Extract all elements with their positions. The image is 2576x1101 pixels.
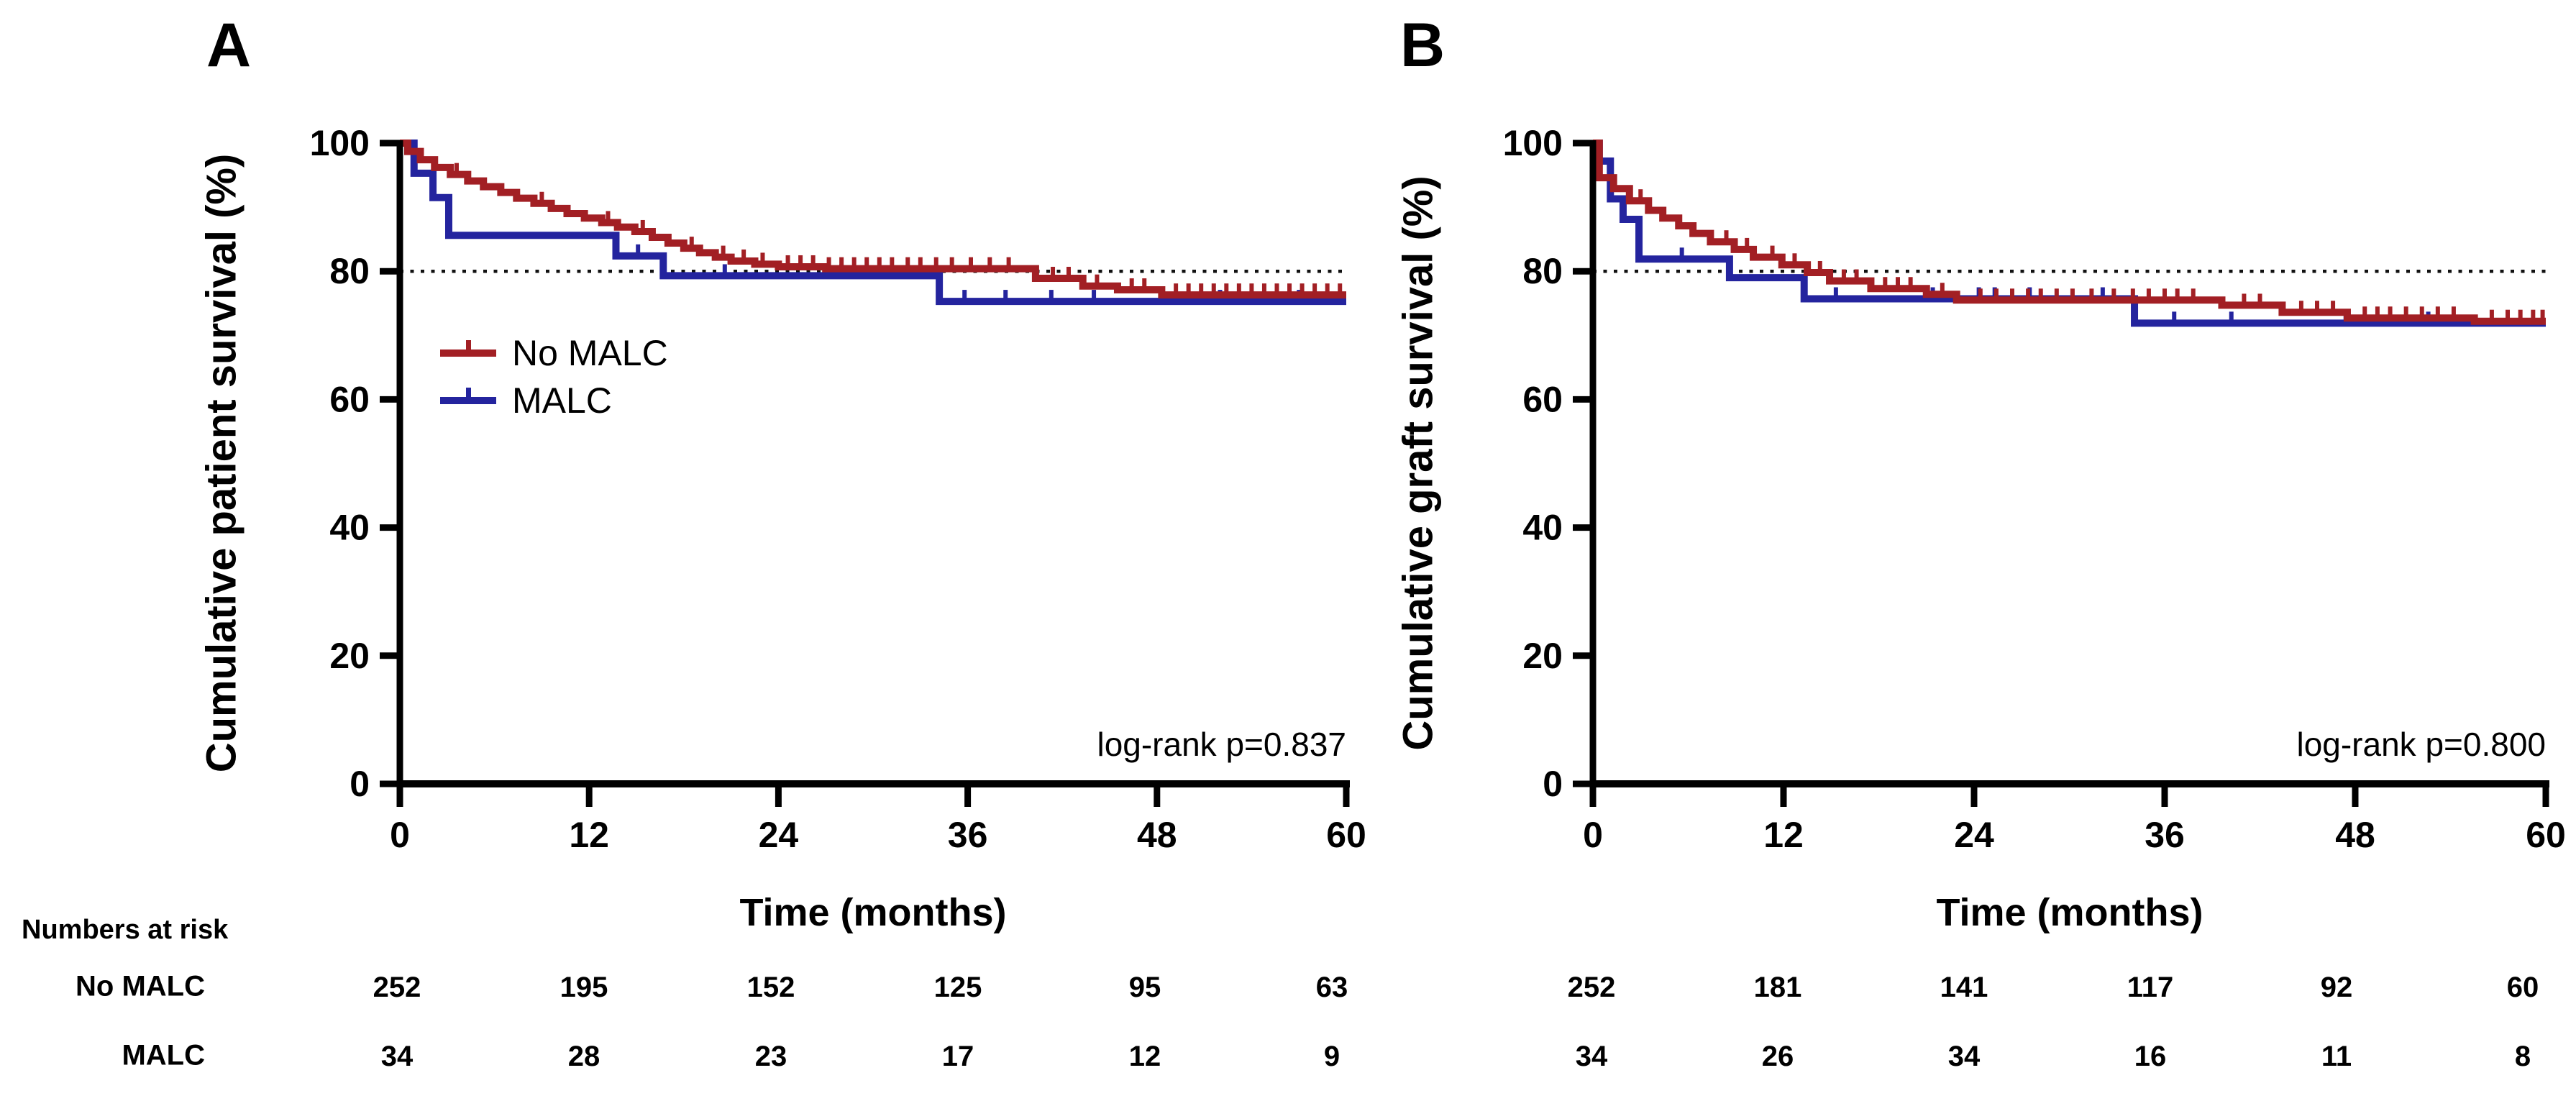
risk-count-malc-t60-panel-B: 8 [2515, 1041, 2531, 1072]
x-tick-label-24-panel-B: 24 [1954, 815, 1994, 855]
legend-item-no-malc: No MALC [440, 329, 668, 377]
y-tick-label-80-panel-B: 80 [1522, 251, 1563, 291]
malc-line-symbol [440, 388, 496, 404]
x-tick-label-0-panel-A: 0 [390, 815, 410, 855]
risk-count-malc-t0-panel-A: 34 [381, 1041, 414, 1072]
x-tick-label-48-panel-B: 48 [2335, 815, 2375, 855]
risk-count-malc-t48-panel-B: 11 [2321, 1041, 2352, 1072]
risk-count-no-malc-t36-panel-B: 117 [2127, 972, 2174, 1003]
risk-table-header: Numbers at risk [22, 915, 229, 945]
panel-b-letter: B [1400, 11, 1445, 80]
risk-count-malc-t24-panel-B: 34 [1948, 1041, 1981, 1072]
risk-count-malc-t60-panel-A: 9 [1324, 1041, 1340, 1072]
risk-count-malc-t12-panel-B: 26 [1762, 1041, 1794, 1072]
x-tick-label-36-panel-A: 36 [948, 815, 988, 855]
legend-label-no-malc: No MALC [512, 333, 668, 373]
risk-row-label-malc: MALC [122, 1039, 205, 1072]
risk-count-no-malc-t0-panel-A: 252 [373, 972, 421, 1003]
y-tick-label-60-panel-B: 60 [1522, 379, 1563, 419]
x-tick-label-48-panel-A: 48 [1137, 815, 1177, 855]
x-tick-label-12-panel-B: 12 [1763, 815, 1804, 855]
logrank-p-annotation-a: log-rank p=0.837 [1097, 726, 1346, 763]
risk-count-malc-t12-panel-A: 28 [568, 1041, 600, 1072]
x-tick-label-60-panel-A: 60 [1326, 815, 1366, 855]
km-curve-malc-panel-A [400, 140, 1346, 306]
y-tick-label-100-panel-B: 100 [1503, 123, 1563, 163]
legend-item-malc: MALC [440, 377, 668, 424]
legend-label-malc: MALC [512, 380, 612, 421]
km-curve-no-malc-panel-B [1593, 140, 2546, 325]
risk-count-malc-t0-panel-B: 34 [1576, 1041, 1608, 1072]
y-tick-label-100-panel-A: 100 [310, 123, 370, 163]
panel-a-letter: A [206, 11, 252, 80]
risk-count-no-malc-t12-panel-A: 195 [560, 972, 608, 1003]
censor-tick-icon [466, 340, 471, 351]
risk-count-no-malc-t36-panel-A: 125 [934, 972, 982, 1003]
risk-count-malc-t36-panel-A: 17 [942, 1041, 974, 1072]
y-tick-label-0-panel-B: 0 [1543, 764, 1563, 804]
risk-count-no-malc-t48-panel-A: 95 [1129, 972, 1161, 1003]
km-curve-malc-panel-B [1593, 140, 2546, 327]
x-tick-label-0-panel-B: 0 [1583, 815, 1603, 855]
y-tick-label-0-panel-A: 0 [350, 764, 370, 804]
y-tick-label-40-panel-B: 40 [1522, 508, 1563, 548]
risk-row-label-no-malc: No MALC [76, 970, 205, 1002]
y-axis-title-graft-survival: Cumulative graft survival (%) [1394, 175, 1442, 751]
x-tick-label-36-panel-B: 36 [2145, 815, 2185, 855]
legend: No MALC MALC [440, 329, 668, 424]
logrank-p-annotation-b: log-rank p=0.800 [2296, 726, 2546, 763]
risk-count-malc-t48-panel-A: 12 [1129, 1041, 1161, 1072]
x-tick-label-60-panel-B: 60 [2526, 815, 2566, 855]
x-tick-label-12-panel-A: 12 [569, 815, 609, 855]
risk-count-malc-t24-panel-A: 23 [755, 1041, 787, 1072]
risk-count-no-malc-t12-panel-B: 181 [1754, 972, 1802, 1003]
censor-tick-icon [466, 388, 471, 398]
x-axis-title-a: Time (months) [739, 891, 1007, 934]
y-axis-title-patient-survival: Cumulative patient survival (%) [198, 153, 245, 773]
risk-count-no-malc-t60-panel-B: 60 [2507, 972, 2539, 1003]
risk-count-no-malc-t48-panel-B: 92 [2321, 972, 2353, 1003]
x-tick-label-24-panel-A: 24 [759, 815, 799, 855]
y-tick-label-80-panel-A: 80 [329, 251, 370, 291]
risk-count-no-malc-t0-panel-B: 252 [1568, 972, 1616, 1003]
risk-count-no-malc-t60-panel-A: 63 [1316, 972, 1348, 1003]
y-tick-label-20-panel-B: 20 [1522, 636, 1563, 676]
risk-count-malc-t36-panel-B: 16 [2134, 1041, 2167, 1072]
y-tick-label-40-panel-A: 40 [329, 508, 370, 548]
x-axis-title-b: Time (months) [1936, 891, 2203, 934]
km-curve-no-malc-panel-A [400, 140, 1346, 299]
risk-count-no-malc-t24-panel-A: 152 [747, 972, 795, 1003]
y-tick-label-60-panel-A: 60 [329, 379, 370, 419]
no-malc-line-symbol [440, 340, 496, 357]
y-tick-label-20-panel-A: 20 [329, 636, 370, 676]
risk-count-no-malc-t24-panel-B: 141 [1940, 972, 1988, 1003]
